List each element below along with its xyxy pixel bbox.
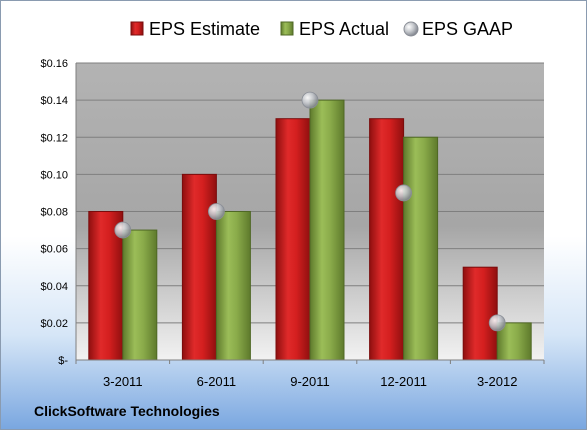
y-tick-label: $0.04 [40,281,68,293]
eps-gaap-marker-9-2011 [301,91,319,109]
bars [88,99,532,361]
legend-swatch-eps-estimate [130,21,144,36]
eps-estimate-bar-9-2011 [275,118,311,361]
legend-label: EPS Estimate [149,19,260,39]
y-tick-label: $0.08 [40,207,68,219]
y-tick-label: $0.16 [40,58,68,70]
x-tick-label: 6-2011 [197,374,237,389]
x-tick-label: 3-2012 [477,374,517,389]
eps-actual-bar-12-2011 [403,136,439,361]
x-tick-label: 9-2011 [290,374,330,389]
legend-label: EPS Actual [299,19,389,39]
y-axis: $- $0.02 $0.04 $0.06 $0.08 $0.10 $0.12 $0.14 $0.… [40,58,77,367]
eps-actual-bar-3-2011 [122,229,158,361]
y-tick-label: $0.02 [40,318,68,330]
eps-gaap-marker-12-2011 [395,184,413,202]
eps-actual-bar-9-2011 [309,99,345,361]
legend: EPS Estimate EPS Actual EPS GAAP [130,19,513,39]
company-name: ClickSoftware Technologies [34,403,220,419]
eps-estimate-bar-6-2011 [181,173,217,361]
y-tick-label: $- [58,355,68,367]
eps-gaap-marker-3-2011 [114,221,132,239]
eps-gaap-marker-3-2012 [488,314,506,332]
y-tick-label: $0.14 [40,95,68,107]
eps-actual-bar-6-2011 [215,211,251,361]
x-tick-label: 3-2011 [103,374,143,389]
y-tick-label: $0.10 [40,169,68,181]
eps-estimate-bar-12-2011 [369,118,405,361]
x-axis: 3-2011 6-2011 9-2011 12-2011 3-2012 [75,359,545,389]
eps-gaap-marker-6-2011 [207,203,225,220]
y-tick-label: $0.06 [40,244,68,256]
legend-label: EPS GAAP [422,19,513,39]
gaap-markers [114,91,506,332]
legend-swatch-eps-actual [280,21,294,36]
legend-swatch-eps-gaap [403,21,419,37]
y-tick-label: $0.12 [40,132,68,144]
x-tick-label: 12-2011 [380,374,427,389]
eps-estimate-bar-3-2012 [462,266,498,361]
